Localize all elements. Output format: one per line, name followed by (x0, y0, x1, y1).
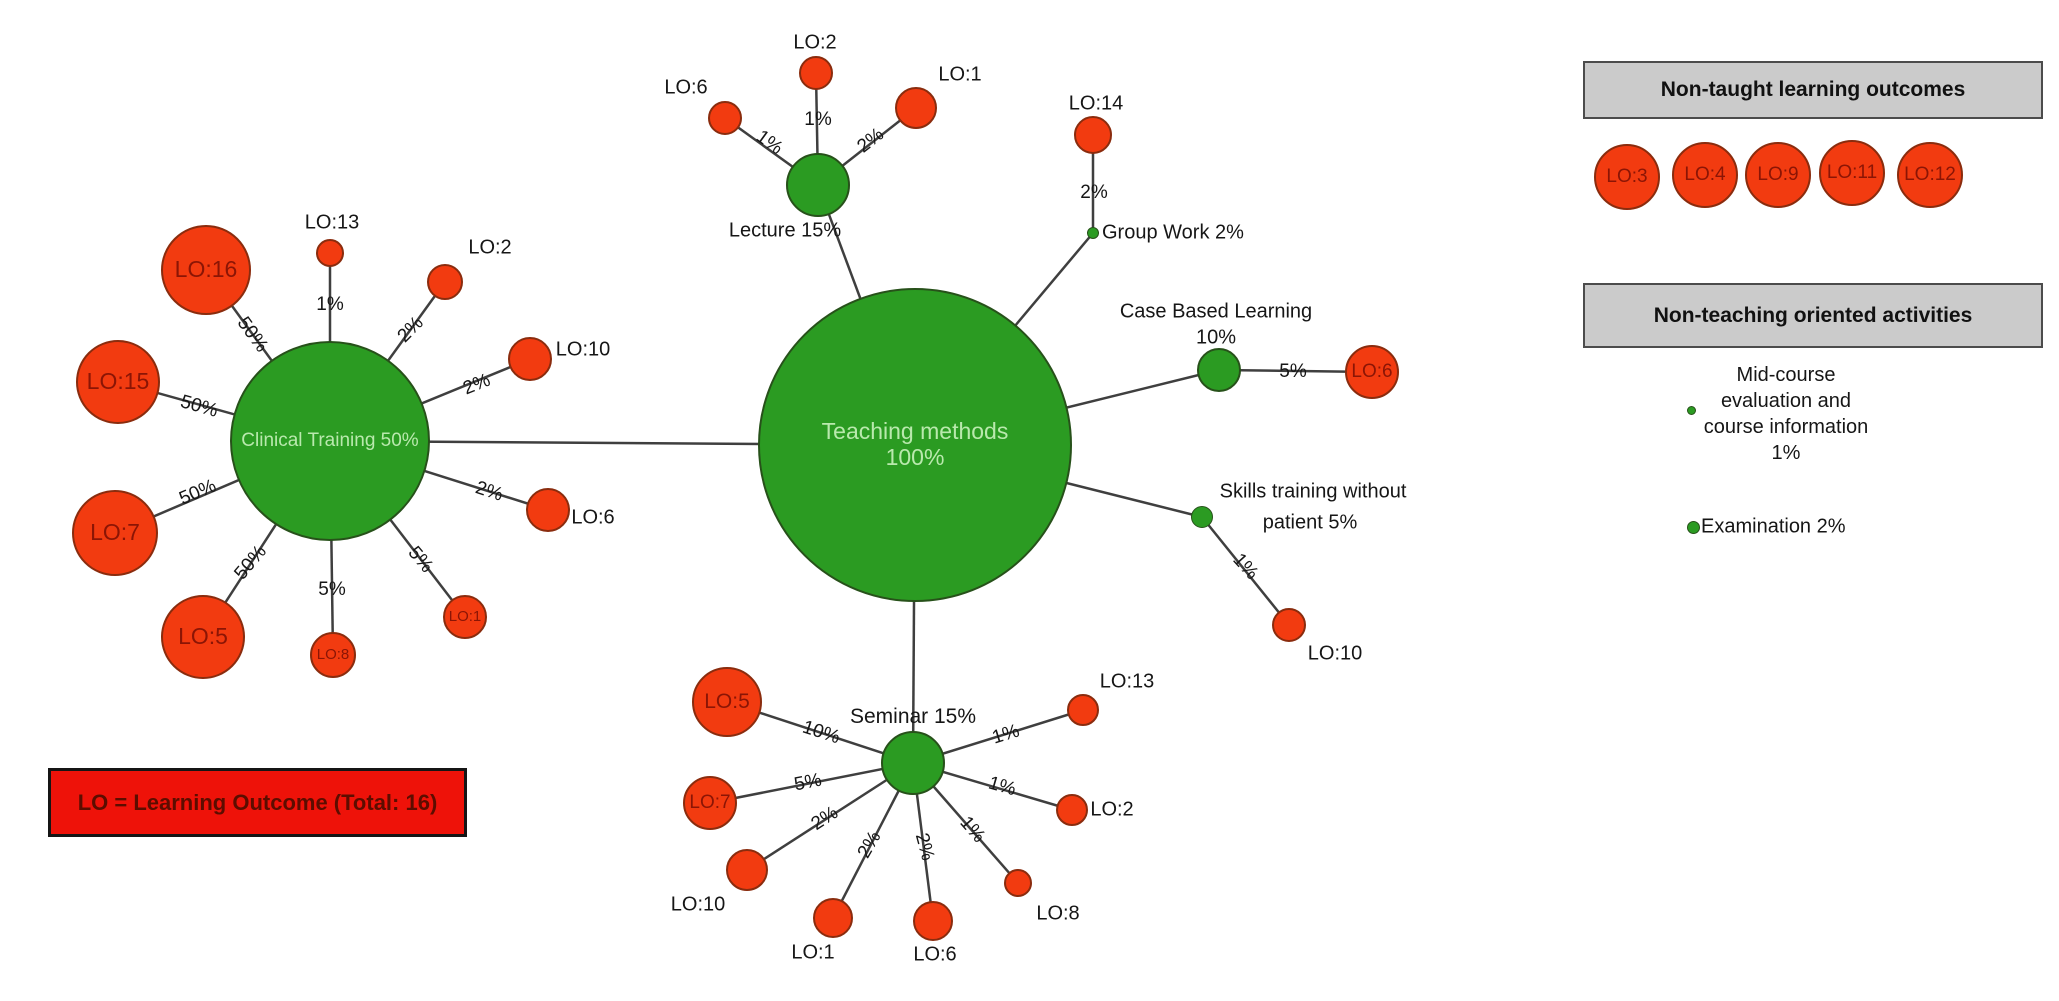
legend-text: LO = Learning Outcome (Total: 16) (77, 789, 438, 815)
seminar-lo13-node (1067, 694, 1099, 726)
casebased-lo6-node: LO:6 (1345, 345, 1399, 399)
midcourse-line4: 1% (1771, 442, 1801, 464)
edge-weight-clinical-lo13: 1% (316, 294, 344, 315)
header-non-teaching-activities: Non-teaching oriented activities (1583, 283, 2043, 348)
outcome-label: LO:7 (689, 792, 731, 814)
outcome-label: LO:7 (90, 519, 140, 546)
node-skills-label-line2: patient 5% (1262, 511, 1358, 534)
outcome-label: LO:3 (1606, 166, 1648, 188)
seminar-lo8-node (1004, 869, 1032, 897)
edge-weight-lecture-lo2: 1% (804, 109, 832, 130)
edge-weight-groupwork-lo14: 2% (1080, 182, 1108, 203)
outcome-label: LO:5 (704, 690, 750, 714)
node-clinical-training-label: Clinical Training 50% (241, 430, 419, 452)
node-case-based-learning (1197, 348, 1241, 392)
clinical-lo15-node: LO:15 (76, 340, 160, 424)
node-case-based-label: Case Based Learning (1119, 300, 1313, 323)
groupwork-lo14-node (1074, 116, 1112, 154)
legend-box: LO = Learning Outcome (Total: 16) (48, 768, 467, 837)
lecture-lo2-label: LO:2 (793, 31, 837, 54)
edge-seminar-lo7 (709, 761, 914, 805)
lecture-lo6-node (708, 101, 742, 135)
seminar-lo5-node: LO:5 (692, 667, 762, 737)
node-teaching-methods-pct: 100% (885, 444, 945, 470)
seminar-lo8-label: LO:8 (1036, 902, 1080, 925)
seminar-lo10-label: LO:10 (670, 893, 726, 916)
seminar-lo2-label: LO:2 (1090, 798, 1134, 821)
edge-weight-casebased-lo6: 5% (1279, 361, 1307, 382)
outcome-label: LO:4 (1684, 164, 1726, 186)
clinical-lo2-node (427, 264, 463, 300)
node-teaching-methods-label: Teaching methods (821, 418, 1009, 445)
nontaught-lo3-node: LO:3 (1594, 144, 1660, 210)
outcome-label: LO:6 (1351, 361, 1393, 383)
lecture-lo1-label: LO:1 (938, 63, 982, 86)
node-seminar (881, 731, 945, 795)
seminar-lo10-node (726, 849, 768, 891)
clinical-lo6-node (526, 488, 570, 532)
edge-seminar-lo10 (746, 761, 914, 872)
clinical-lo10-node (508, 337, 552, 381)
outcome-label: LO:11 (1826, 162, 1878, 184)
outcome-label: LO:1 (448, 607, 482, 625)
node-clinical-training: Clinical Training 50% (230, 341, 430, 541)
node-lecture (786, 153, 850, 217)
groupwork-lo14-label: LO:14 (1068, 92, 1124, 115)
lecture-lo2-node (799, 56, 833, 90)
node-seminar-label: Seminar 15% (849, 705, 977, 728)
nontaught-lo12-node: LO:12 (1897, 142, 1963, 208)
outcome-label: LO:16 (174, 256, 238, 283)
skills-lo10-label: LO:10 (1307, 642, 1363, 665)
seminar-lo1-node (813, 898, 853, 938)
clinical-lo10-label: LO:10 (555, 338, 611, 361)
node-midcourse-label: Mid-course evaluation and course informa… (1690, 362, 1882, 466)
clinical-lo5-node: LO:5 (161, 595, 245, 679)
clinical-lo1-node: LO:1 (443, 595, 487, 639)
edge-weight-clinical-lo8: 5% (318, 579, 346, 600)
seminar-lo6-label: LO:6 (913, 943, 957, 966)
node-lecture-label: Lecture 15% (728, 219, 842, 242)
outcome-label: LO:15 (86, 368, 150, 395)
outcome-label: LO:12 (1904, 164, 1956, 186)
clinical-lo16-node: LO:16 (161, 225, 251, 315)
node-examination-label: Examination 2% (1701, 515, 1846, 538)
nontaught-lo11-node: LO:11 (1819, 140, 1885, 206)
node-group-work-label: Group Work 2% (1102, 221, 1244, 244)
seminar-lo13-label: LO:13 (1099, 670, 1155, 693)
header-non-taught-outcomes: Non-taught learning outcomes (1583, 61, 2043, 119)
seminar-lo7-node: LO:7 (683, 776, 737, 830)
node-skills-training (1191, 506, 1213, 528)
seminar-lo1-label: LO:1 (791, 941, 835, 964)
header-non-taught-title: Non-taught learning outcomes (1660, 78, 1966, 101)
node-examination (1687, 521, 1700, 534)
clinical-lo7-node: LO:7 (72, 490, 158, 576)
midcourse-line2: evaluation and (1720, 390, 1852, 412)
clinical-lo8-node: LO:8 (310, 632, 356, 678)
midcourse-line1: Mid-course (1736, 364, 1836, 386)
header-non-teaching-title: Non-teaching oriented activities (1653, 303, 1973, 327)
edge-skills-lo10 (1201, 516, 1290, 626)
midcourse-line3: course information (1703, 416, 1869, 438)
outcome-label: LO:5 (178, 623, 228, 650)
node-teaching-methods: Teaching methods 100% (758, 288, 1072, 602)
skills-lo10-node (1272, 608, 1306, 642)
clinical-lo2-label: LO:2 (468, 236, 512, 259)
nontaught-lo9-node: LO:9 (1745, 142, 1811, 208)
clinical-lo13-label: LO:13 (304, 211, 360, 234)
seminar-lo6-node (913, 901, 953, 941)
lecture-lo6-label: LO:6 (664, 76, 708, 99)
nontaught-lo4-node: LO:4 (1672, 142, 1738, 208)
clinical-lo13-node (316, 239, 344, 267)
node-group-work (1087, 227, 1099, 239)
node-skills-label-line1: Skills training without (1219, 480, 1407, 503)
node-midcourse-evaluation (1687, 406, 1696, 415)
outcome-label: LO:9 (1757, 164, 1799, 186)
lecture-lo1-node (895, 87, 937, 129)
outcome-label: LO:8 (316, 645, 350, 663)
node-case-based-pct: 10% (1195, 326, 1237, 349)
clinical-lo6-label: LO:6 (571, 506, 615, 529)
seminar-lo2-node (1056, 794, 1088, 826)
